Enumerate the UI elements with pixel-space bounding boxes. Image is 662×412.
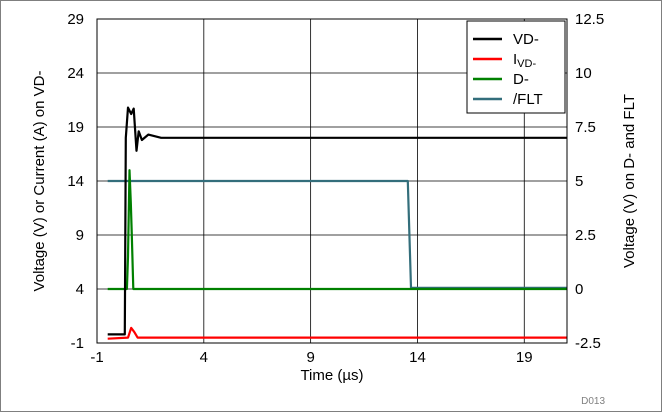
series-layer [107,106,567,340]
x-tick-label: 4 [200,349,208,366]
legend-box [466,20,566,114]
x-axis-label: Time (µs) [300,367,363,384]
x-tick-label: 9 [306,349,314,366]
x-ticks: -1 4 9 14 19 [90,349,532,366]
y-ticks-right: -2.5 0 2.5 5 7.5 10 12.5 [575,11,604,352]
y-tick-label-right: -2.5 [575,335,601,352]
y-tick-label-right: 0 [575,281,583,298]
series-line-vd [107,106,567,336]
y-tick-label-right: 7.5 [575,119,596,136]
series-line-ivd [107,326,567,340]
x-tick-label: 19 [516,349,533,366]
y-axis-label-right: Voltage (V) on D- and FLT [621,94,638,268]
y-tick-label-right: 5 [575,173,583,190]
legend-label: /FLT [513,91,543,108]
y-ticks-left: -1 4 9 14 19 24 29 [67,11,84,352]
x-tick-label: -1 [90,349,103,366]
legend: VD- IVD-D- /FLT [466,20,566,114]
y-tick-label-left: -1 [71,335,84,352]
y-tick-label-right: 10 [575,65,592,82]
series-line-d [107,169,567,291]
y-tick-label-left: 24 [67,65,84,82]
legend-label: VD- [513,31,539,48]
plot-border [96,18,568,344]
y-tick-label-right: 12.5 [575,11,604,28]
y-tick-label-left: 9 [76,227,84,244]
y-tick-label-left: 29 [67,11,84,28]
y-tick-label-right: 2.5 [575,227,596,244]
y-axis-label-left: Voltage (V) or Current (A) on VD- [31,71,48,292]
y-tick-label-left: 4 [76,281,84,298]
x-tick-label: 14 [409,349,426,366]
legend-label: IVD- [513,51,536,70]
legend-label: D- [513,71,529,88]
figure-id: D013 [581,396,605,407]
y-tick-label-left: 14 [67,173,84,190]
y-tick-label-left: 19 [67,119,84,136]
